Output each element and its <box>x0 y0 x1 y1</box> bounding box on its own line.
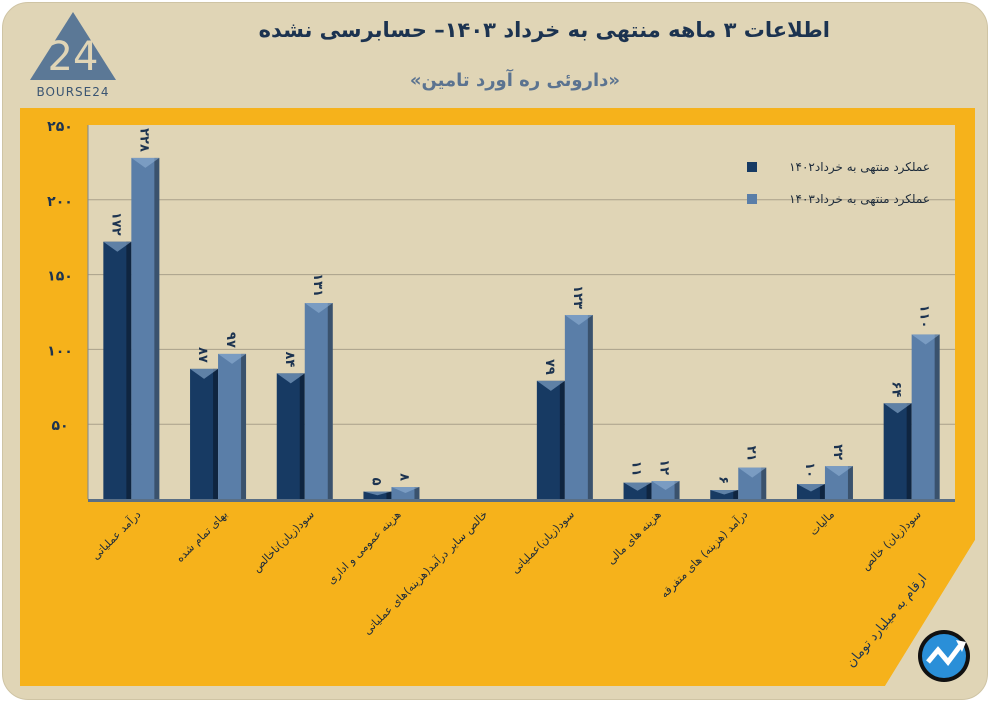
value-label: ۱۲۳ <box>570 285 585 309</box>
y-tick-label: ۱۵۰ <box>47 269 73 285</box>
bar-1403 <box>564 314 593 499</box>
corner-band <box>885 540 975 686</box>
bar-1403 <box>131 157 160 500</box>
value-label: ۹۷ <box>223 332 238 348</box>
value-label: ۶۴ <box>889 381 904 397</box>
value-label: ۸ <box>396 473 411 481</box>
bar-1403 <box>738 467 767 499</box>
bar-1403 <box>304 303 333 499</box>
legend-swatch-1402 <box>747 162 757 172</box>
bar-1402 <box>190 368 219 499</box>
legend-label-1402: عملکرد منتهی به خرداد۱۴۰۲ <box>789 160 930 175</box>
bar-1402 <box>623 482 652 499</box>
value-label: ۱۳۱ <box>310 273 325 297</box>
bar-1402 <box>363 491 392 499</box>
value-label: ۵ <box>368 478 383 486</box>
bar-1403 <box>824 466 853 499</box>
legend-swatch-1403 <box>747 194 757 204</box>
bar-1403 <box>218 353 247 499</box>
value-label: ۲۲۸ <box>136 128 151 152</box>
x-axis-line <box>88 499 955 502</box>
svg-text:24: 24 <box>48 34 99 80</box>
value-label: ۱۷۲ <box>108 212 123 236</box>
bourse24-logo: 24 BOURSE24 <box>26 10 120 100</box>
y-tick-label: ۲۵۰ <box>47 119 73 135</box>
value-label: ۲۲ <box>830 444 845 460</box>
bar-1403 <box>651 481 680 499</box>
value-label: ۷۹ <box>542 359 557 375</box>
chart-title: اطلاعات ۳ ماهه منتهی به خرداد ۱۴۰۳– حساب… <box>258 18 830 42</box>
bar-1402 <box>796 484 825 499</box>
svg-text:BOURSE24: BOURSE24 <box>36 85 109 99</box>
value-label: ۱۱۰ <box>917 305 932 329</box>
y-tick-label: ۲۰۰ <box>47 194 73 210</box>
bar-1403 <box>391 487 420 499</box>
bar-1402 <box>710 490 739 499</box>
bar-1402 <box>103 241 132 500</box>
chart-subtitle: «داروئی ره آورد تامین» <box>409 70 620 91</box>
bar-1402 <box>536 380 565 499</box>
y-tick-label: ۵۰ <box>51 418 68 434</box>
value-label: ۱۰ <box>802 462 817 478</box>
bar-1402 <box>883 403 912 499</box>
legend-label-1403: عملکرد منتهی به خرداد۱۴۰۳ <box>789 192 930 207</box>
value-label: ۱۱ <box>629 461 644 477</box>
value-label: ۱۲ <box>657 459 672 475</box>
brand-icon <box>918 630 970 682</box>
bar-1402 <box>276 373 305 499</box>
value-label: ۸۴ <box>282 351 297 367</box>
value-label: ۲۱ <box>743 446 758 462</box>
value-label: ۸۷ <box>195 347 210 363</box>
bar-1403 <box>911 334 940 499</box>
y-tick-label: ۱۰۰ <box>47 343 73 359</box>
value-label: ۶ <box>715 476 730 484</box>
legend: عملکرد منتهی به خرداد۱۴۰۲ عملکرد منتهی ب… <box>747 160 930 207</box>
